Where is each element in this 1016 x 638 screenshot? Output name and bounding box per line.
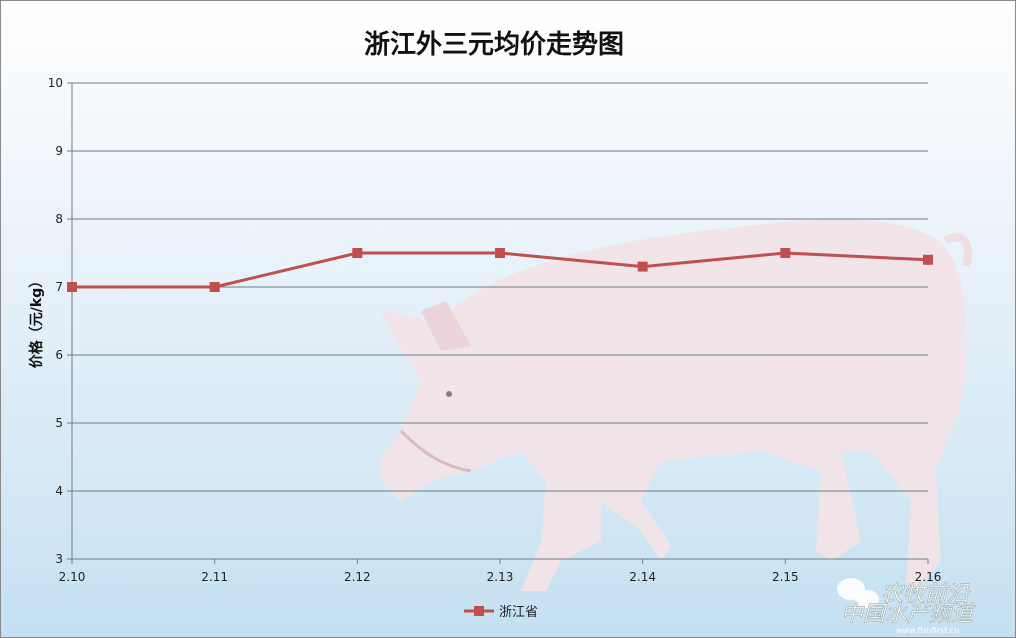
data-point [495,248,505,258]
watermark-line1: 农牧前沿 [881,582,971,607]
x-tick-label: 2.12 [344,570,371,584]
watermark-line3: www.fishfirst.cn [896,626,959,635]
y-tick-label: 3 [55,552,63,566]
x-tick-label: 2.11 [201,570,228,584]
x-tick-label: 2.16 [915,570,942,584]
y-tick-label: 9 [55,144,63,158]
watermark-line2: 中国水产频道 [841,602,976,627]
y-tick-label: 5 [55,416,63,430]
data-point [780,248,791,258]
y-tick-label: 6 [55,348,63,362]
data-point [67,282,77,292]
legend-marker [474,606,484,616]
x-tick-label: 2.14 [629,570,656,584]
y-tick-label: 4 [55,484,63,498]
data-point [637,261,648,272]
legend: 浙江省 [464,605,538,620]
data-point [923,254,933,265]
x-tick-label: 2.15 [772,570,799,584]
y-tick-label: 7 [55,280,63,294]
chart-title: 浙江外三元均价走势图 [364,30,624,60]
x-tick-label: 2.10 [59,570,86,584]
x-tick-label: 2.13 [487,570,514,584]
data-point [209,282,220,292]
y-tick-label: 8 [55,212,63,226]
y-axis-label: 价格（元/kg） [28,274,45,368]
pig-image [379,219,972,592]
data-point [352,248,363,258]
y-tick-label: 10 [48,76,63,90]
legend-label: 浙江省 [499,605,538,620]
watermark: 农牧前沿 中国水产频道 www.fishfirst.cn [837,578,976,635]
